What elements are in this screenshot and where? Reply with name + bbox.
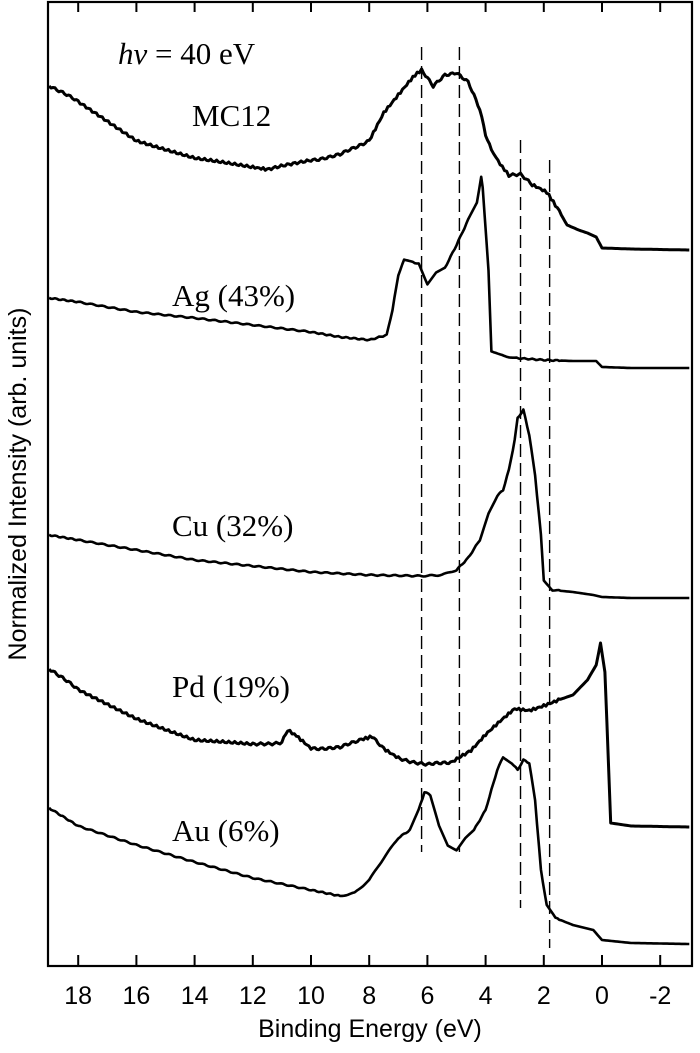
x-tick-label: 6 — [420, 982, 434, 1010]
series-label-ag: Ag (43%) — [172, 278, 295, 313]
photon-energy-annotation: hv = 40 eV — [118, 36, 256, 71]
reference-lines — [420, 47, 551, 948]
spectrum-pd — [47, 641, 690, 829]
plot-frame — [46, 0, 694, 968]
x-axis-label: Binding Energy (eV) — [258, 1015, 482, 1043]
spectrum-mc12 — [48, 67, 690, 252]
x-tick-label: 18 — [64, 982, 92, 1010]
sample-label: MC12 — [192, 98, 271, 133]
x-tick-label: 12 — [239, 982, 267, 1010]
x-tick-label: 0 — [595, 982, 609, 1010]
x-tick-label: -2 — [649, 982, 671, 1010]
series-label-cu: Cu (32%) — [172, 508, 293, 543]
spectrum-ag — [48, 175, 690, 370]
series-label-pd: Pd (19%) — [172, 669, 290, 704]
series-label-au: Au (6%) — [172, 813, 280, 848]
x-tick-label: 10 — [297, 982, 325, 1010]
x-tick-label: 4 — [479, 982, 493, 1010]
x-tick-label: 2 — [537, 982, 551, 1010]
x-axis-tick-labels: 18 16 14 12 10 8 6 4 2 0 -2 — [64, 982, 671, 1010]
spectrum-au — [48, 756, 690, 946]
x-tick-label: 14 — [181, 982, 209, 1010]
y-axis-label: Normalized Intensity (arb. units) — [4, 308, 32, 661]
spectra — [47, 67, 690, 946]
x-axis-ticks — [77, 2, 662, 966]
x-tick-label: 8 — [362, 982, 376, 1010]
x-tick-label: 16 — [122, 982, 150, 1010]
spectrum-cu — [48, 408, 690, 600]
